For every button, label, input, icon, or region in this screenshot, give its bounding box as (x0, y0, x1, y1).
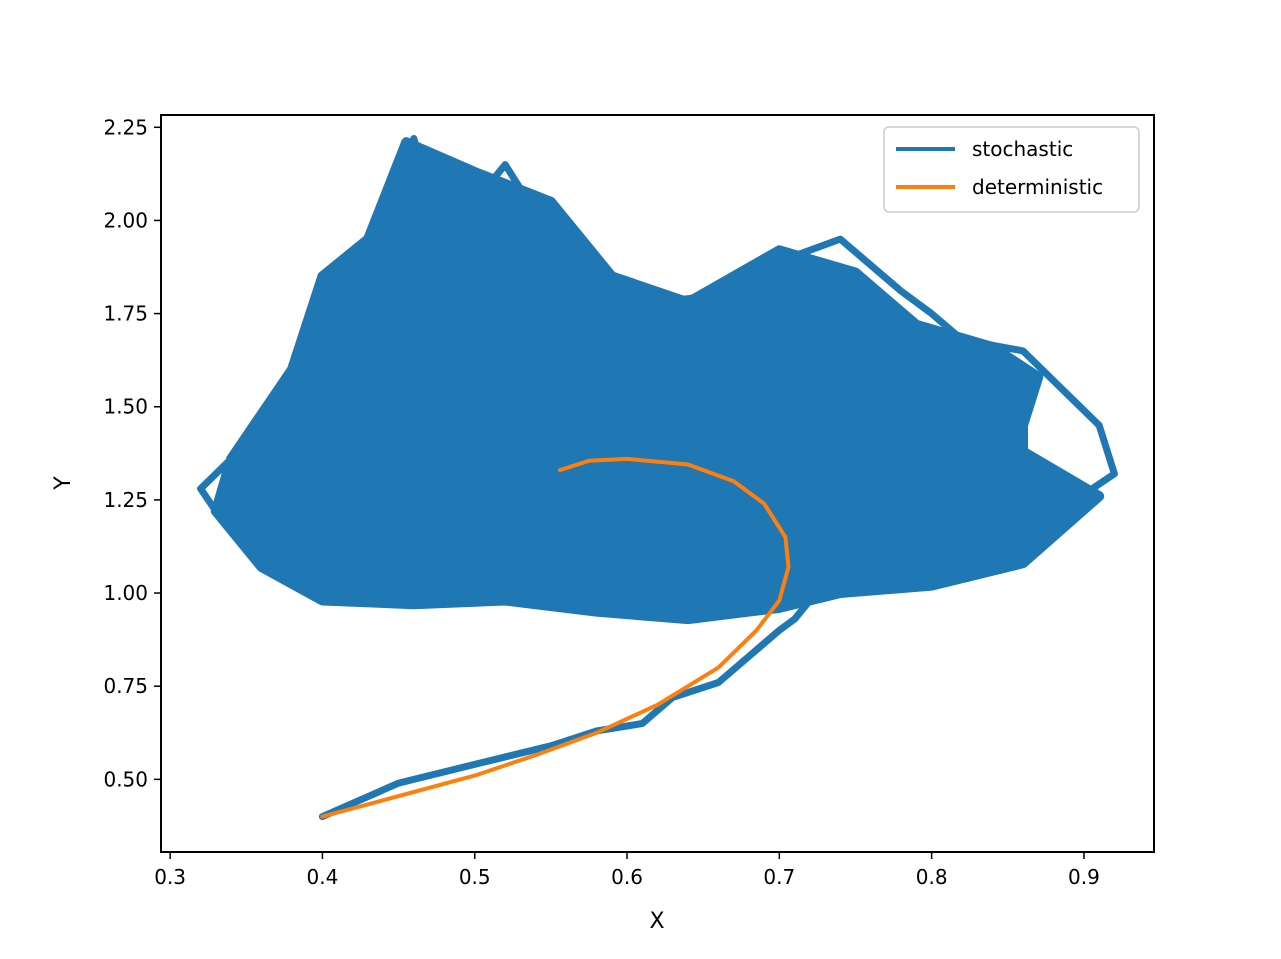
y-tick-label: 1.50 (103, 395, 148, 419)
x-tick-label: 0.8 (916, 865, 948, 889)
x-tick-label: 0.3 (154, 865, 186, 889)
plot-frame (160, 114, 1155, 853)
y-axis-label: Y (51, 476, 76, 491)
legend-label-deterministic: deterministic (972, 175, 1103, 199)
x-tick-label: 0.9 (1068, 865, 1100, 889)
y-tick-label: 1.00 (103, 581, 148, 605)
x-tick-label: 0.5 (459, 865, 491, 889)
x-tick-label: 0.6 (611, 865, 643, 889)
x-tick-label: 0.7 (763, 865, 795, 889)
x-axis-label: X (649, 909, 664, 934)
series-line-stochastic (197, 135, 1118, 821)
legend: stochastic deterministic (883, 126, 1140, 213)
x-tick-label: 0.4 (307, 865, 339, 889)
legend-label-stochastic: stochastic (972, 137, 1073, 161)
y-tick-label: 1.25 (103, 488, 148, 512)
y-tick-label: 1.75 (103, 302, 148, 326)
y-tick-label: 2.00 (103, 208, 148, 232)
series-line-deterministic (320, 456, 791, 819)
series-layer (197, 135, 1118, 821)
y-tick-label: 0.75 (103, 674, 148, 698)
y-tick-label: 0.50 (103, 767, 148, 791)
x-axis: 0.3 0.4 0.5 0.6 0.7 0.8 0.9 (154, 852, 1100, 889)
y-tick-label: 2.25 (103, 115, 148, 139)
y-axis: 0.50 0.75 1.00 1.25 1.50 1.75 2.00 2.25 (103, 115, 161, 791)
